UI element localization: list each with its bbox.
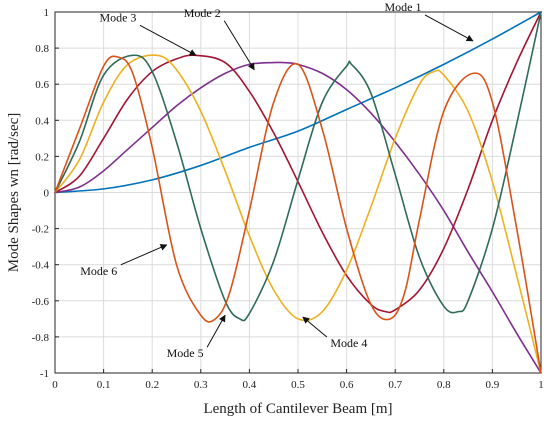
annotation-arrow-mode-6 — [120, 244, 168, 266]
x-tick-label: 0.2 — [145, 379, 159, 391]
annotation-label-mode-4: Mode 4 — [330, 336, 367, 350]
y-tick-label: -1 — [40, 368, 49, 380]
annotation-label-mode-6: Mode 6 — [80, 264, 117, 278]
x-tick-label: 0.3 — [194, 379, 208, 391]
annotation-arrow-mode-4 — [302, 316, 328, 338]
x-tick-label: 0.6 — [340, 379, 354, 391]
series-line-mode-3 — [54, 11, 542, 314]
annotation-arrow-mode-3 — [139, 24, 197, 56]
y-tick-label: -0.4 — [32, 260, 50, 272]
y-tick-label: -0.2 — [32, 224, 49, 236]
x-tick-label: 0.9 — [486, 379, 500, 391]
annotation-label-mode-1: Mode 1 — [384, 0, 421, 14]
y-tick-label: -0.8 — [32, 332, 50, 344]
x-tick-label: 0.7 — [388, 379, 402, 391]
y-tick-label: 0.8 — [35, 43, 49, 55]
annotation-arrow-mode-1 — [424, 14, 474, 42]
y-tick-label: -0.6 — [32, 296, 50, 308]
x-tick-label: 0.5 — [291, 379, 305, 391]
x-tick-label: 0.8 — [437, 379, 451, 391]
x-tick-label: 0.4 — [243, 379, 257, 391]
y-tick-label: 0 — [44, 188, 50, 200]
x-tick-label: 1 — [538, 379, 544, 391]
y-tick-label: 1 — [44, 7, 50, 19]
x-tick-label: 0.1 — [97, 379, 111, 391]
annotation-label-mode-2: Mode 2 — [184, 6, 221, 20]
annotation-arrow-mode-5 — [206, 314, 226, 348]
series-line-mode-6 — [54, 55, 542, 374]
annotation-label-mode-3: Mode 3 — [99, 10, 136, 24]
y-tick-label: 0.6 — [35, 79, 49, 91]
tick-labels: 0 0.1 0.2 0.3 0.4 0.5 0.6 0.7 0.8 0.9 1 -1 -0.8 -0.6 -… — [32, 7, 544, 391]
x-axis-label: Length of Cantilever Beam [m] — [203, 401, 392, 417]
y-tick-label: 0.4 — [35, 115, 49, 127]
series-lines — [54, 11, 542, 374]
y-tick-label: 0.2 — [35, 151, 49, 163]
annotation-label-mode-5: Mode 5 — [167, 346, 204, 360]
annotations: Mode 1 Mode 2 Mode 3 Mode 4 Mode 5 Mode 6 — [80, 0, 474, 360]
series-line-mode-2 — [54, 61, 542, 374]
x-tick-label: 0 — [52, 379, 58, 391]
y-axis-label: Mode Shapes wn [rad/sec] — [6, 113, 22, 273]
annotation-arrow-mode-2 — [223, 20, 255, 71]
series-line-mode-1 — [54, 11, 542, 194]
series-line-mode-4 — [54, 54, 542, 374]
series-line-mode-5 — [54, 11, 542, 322]
